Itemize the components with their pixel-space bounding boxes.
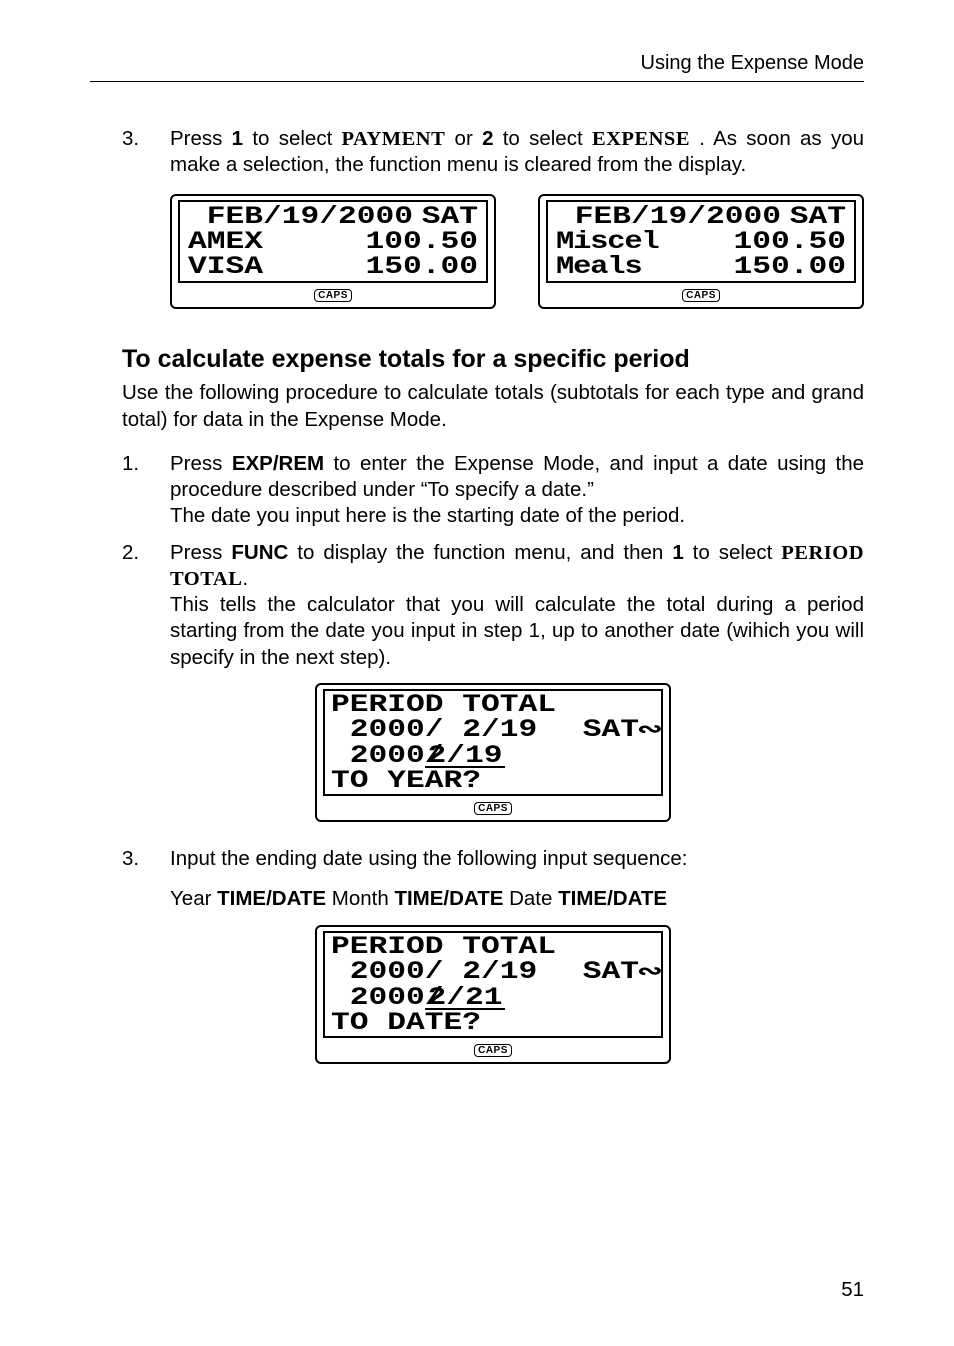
- lcd-date-edit: 2/19: [425, 745, 505, 768]
- caps-indicator: CAPS: [682, 289, 720, 302]
- lcd-label: AMEX: [188, 229, 263, 254]
- step-body: Input the ending date using the followin…: [170, 846, 864, 872]
- text-fragment: The date you input here is the starting …: [170, 503, 864, 529]
- lcd-date-edit: 2/21: [425, 987, 505, 1010]
- step-3: 3. Input the ending date using the follo…: [122, 846, 864, 872]
- text-fragment: to display the function menu, and then: [288, 541, 672, 564]
- arrow-icon: ∾: [637, 959, 663, 985]
- lcd-amount: 100.50: [365, 229, 478, 254]
- lcd-date: 2000/ 2/19: [331, 717, 537, 742]
- step-body: Year TIME/DATE Month TIME/DATE Date TIME…: [170, 886, 864, 912]
- key-time-date: TIME/DATE: [558, 887, 667, 910]
- text-fragment: to select: [684, 541, 782, 564]
- step-3-intro: 3. Press 1 to select PAYMENT or 2 to sel…: [122, 126, 864, 178]
- step-body: Press 1 to select PAYMENT or 2 to select…: [170, 126, 864, 178]
- running-head: Using the Expense Mode: [90, 52, 864, 82]
- step-2: 2. Press FUNC to display the function me…: [122, 540, 864, 671]
- option-expense: EXPENSE: [592, 128, 690, 150]
- lcd-pair: FEB/19/2000 SAT AMEX 100.50 VISA 150.00 …: [170, 194, 864, 309]
- section-intro: Use the following procedure to calculate…: [122, 380, 864, 432]
- key-func: FUNC: [231, 541, 288, 564]
- key-time-date: TIME/DATE: [217, 887, 326, 910]
- key-1: 1: [672, 541, 683, 564]
- lcd-date: FEB/19/2000: [556, 204, 781, 229]
- lcd-amount: 150.00: [733, 254, 846, 279]
- lcd-expense-view: FEB/19/2000 SAT Miscel 100.50 Meals 150.…: [538, 194, 864, 309]
- caps-indicator: CAPS: [314, 289, 352, 302]
- lcd-period-year: PERIOD TOTAL 2000/ 2/19 SAT∾ 2000/ 2/19 …: [315, 683, 671, 822]
- step-number: 1.: [122, 451, 170, 530]
- text-fragment: to select: [243, 127, 341, 150]
- text-fragment: .: [242, 567, 248, 590]
- lcd-day: SAT: [582, 717, 638, 742]
- text-fragment: Date: [503, 887, 558, 910]
- text-fragment: Press: [170, 452, 232, 475]
- input-sequence: Year TIME/DATE Month TIME/DATE Date TIME…: [122, 886, 864, 912]
- caps-indicator: CAPS: [474, 1044, 512, 1057]
- lcd-prompt: TO YEAR?: [331, 768, 481, 793]
- text-fragment: to select: [493, 127, 591, 150]
- key-1: 1: [232, 127, 243, 150]
- key-2: 2: [482, 127, 493, 150]
- section-heading: To calculate expense totals for a specif…: [122, 345, 864, 374]
- lcd-title: PERIOD TOTAL: [331, 692, 556, 717]
- key-time-date: TIME/DATE: [394, 887, 503, 910]
- lcd-amount: 150.00: [365, 254, 478, 279]
- step-number: 3.: [122, 846, 170, 872]
- lcd-day: SAT: [422, 204, 478, 229]
- lcd-period-date: PERIOD TOTAL 2000/ 2/19 SAT∾ 2000/ 2/21 …: [315, 925, 671, 1064]
- step-number: 2.: [122, 540, 170, 671]
- text-fragment: or: [445, 127, 482, 150]
- lcd-payment-view: FEB/19/2000 SAT AMEX 100.50 VISA 150.00 …: [170, 194, 496, 309]
- lcd-day: SAT: [582, 959, 638, 984]
- text-fragment: Press: [170, 541, 231, 564]
- lcd-title: PERIOD TOTAL: [331, 934, 556, 959]
- step-1: 1. Press EXP/REM to enter the Expense Mo…: [122, 451, 864, 530]
- text-fragment: Press: [170, 127, 232, 150]
- lcd-label: Miscel: [556, 229, 658, 254]
- lcd-date: 2000/ 2/19: [331, 959, 537, 984]
- text-fragment: This tells the calculator that you will …: [170, 592, 864, 671]
- page-number: 51: [841, 1278, 864, 1302]
- arrow-icon: ∾: [637, 717, 663, 743]
- option-payment: PAYMENT: [342, 128, 446, 150]
- step-body: Press FUNC to display the function menu,…: [170, 540, 864, 671]
- lcd-date: FEB/19/2000: [188, 204, 413, 229]
- key-exp-rem: EXP/REM: [232, 452, 324, 475]
- step-body: Press EXP/REM to enter the Expense Mode,…: [170, 451, 864, 530]
- text-fragment: Input the ending date using the followin…: [170, 846, 864, 872]
- text-fragment: Year: [170, 887, 217, 910]
- lcd-amount: 100.50: [733, 229, 846, 254]
- text-fragment: Month: [326, 887, 394, 910]
- step-number: 3.: [122, 126, 170, 178]
- lcd-label: VISA: [188, 254, 263, 279]
- lcd-prompt: TO DATE?: [331, 1010, 481, 1035]
- lcd-day: SAT: [790, 204, 846, 229]
- step-number: [122, 886, 170, 912]
- lcd-label: Meals: [556, 254, 641, 279]
- caps-indicator: CAPS: [474, 802, 512, 815]
- page-content: Using the Expense Mode 3. Press 1 to sel…: [0, 0, 954, 1064]
